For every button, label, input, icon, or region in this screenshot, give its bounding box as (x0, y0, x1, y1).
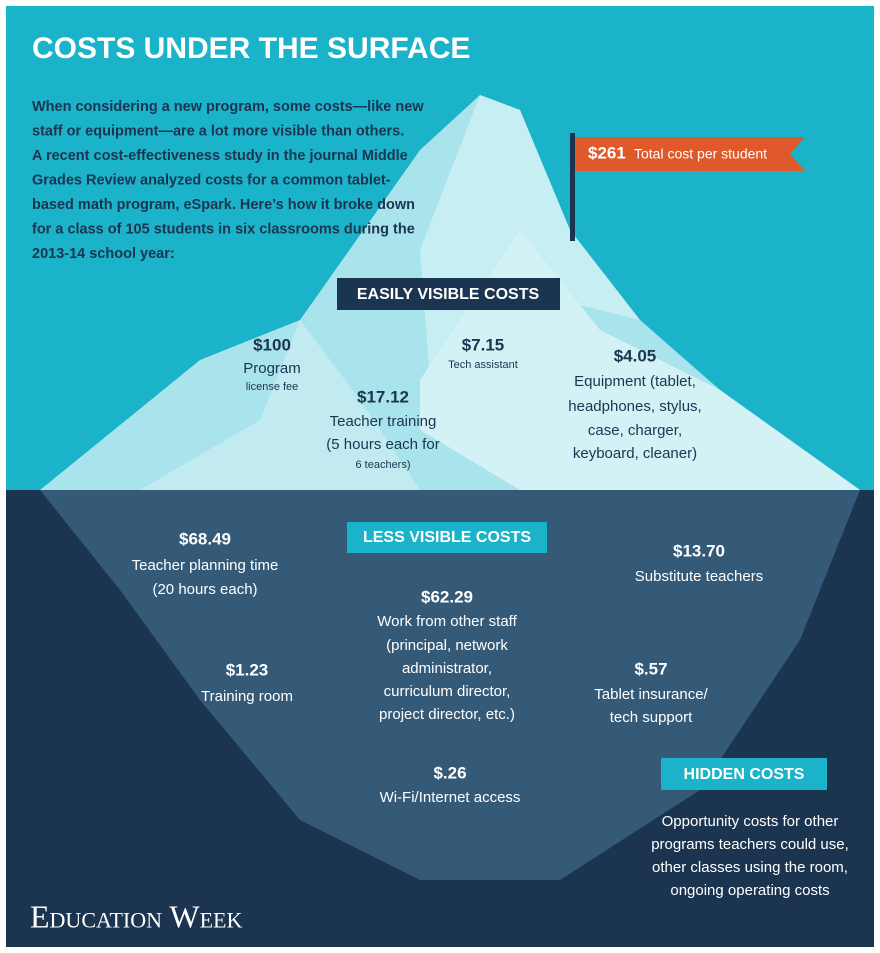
cost-label: Program (243, 360, 301, 377)
heading: LESS VISIBLE COSTS (363, 529, 531, 546)
cost-label: (5 hours each for (326, 436, 439, 453)
cost-label: curriculum director, (384, 683, 511, 700)
cost-amount: $13.70 (673, 541, 725, 560)
cost-amount: $7.15 (462, 335, 505, 354)
logo: Education Week (30, 898, 242, 934)
cost-amount: $17.12 (357, 387, 409, 406)
cost-label: (20 hours each) (152, 581, 257, 598)
cost-amount: $4.05 (614, 346, 657, 365)
hidden-text: programs teachers could use, (651, 836, 849, 853)
cost-label: project director, etc.) (379, 706, 515, 723)
cost-label: license fee (246, 381, 299, 393)
cost-label: headphones, stylus, (568, 398, 701, 415)
intro-line: When considering a new program, some cos… (32, 99, 424, 115)
cost-amount: $.57 (634, 659, 667, 678)
intro-line: 2013-14 school year: (32, 246, 175, 262)
cost-label: 6 teachers) (355, 459, 410, 471)
flag-pole (570, 133, 575, 241)
cost-amount: $1.23 (226, 660, 269, 679)
cost-label: Tablet insurance/ (594, 686, 708, 703)
cost-label: administrator, (402, 660, 492, 677)
cost-label: Teacher planning time (132, 557, 279, 574)
cost-label: case, charger, (588, 422, 682, 439)
intro-line: A recent cost-effectiveness study in the… (32, 148, 408, 164)
cost-amount: $.26 (433, 763, 466, 782)
intro-line: Grades Review analyzed costs for a commo… (32, 172, 391, 188)
cost-amount: $62.29 (421, 587, 473, 606)
hidden-text: Opportunity costs for other (662, 813, 839, 830)
hidden-text: ongoing operating costs (670, 882, 829, 899)
title: COSTS UNDER THE SURFACE (32, 32, 470, 65)
hidden-text: other classes using the room, (652, 859, 848, 876)
cost-amount: $100 (253, 335, 291, 354)
intro-line: based math program, eSpark. Here’s how i… (32, 197, 415, 213)
cost-label: Training room (201, 688, 293, 705)
cost-label: keyboard, cleaner) (573, 445, 697, 462)
cost-label: Equipment (tablet, (574, 373, 696, 390)
heading: EASILY VISIBLE COSTS (357, 286, 540, 303)
infographic: COSTS UNDER THE SURFACE $261 Total cost … (0, 0, 880, 953)
cost-label: tech support (610, 709, 693, 726)
intro-line: staff or equipment—are a lot more visibl… (32, 123, 404, 139)
cost-label: Wi-Fi/Internet access (380, 789, 521, 806)
cost-label: (principal, network (386, 637, 508, 654)
cost-label: Substitute teachers (635, 568, 763, 585)
cost-amount: $68.49 (179, 529, 231, 548)
heading: HIDDEN COSTS (684, 766, 805, 783)
total-label: Total cost per student (634, 146, 767, 162)
cost-label: Tech assistant (448, 359, 518, 371)
cost-label: Work from other staff (377, 613, 517, 630)
cost-label: Teacher training (330, 413, 437, 430)
total-amount: $261 (588, 143, 626, 162)
intro-line: for a class of 105 students in six class… (32, 221, 415, 237)
